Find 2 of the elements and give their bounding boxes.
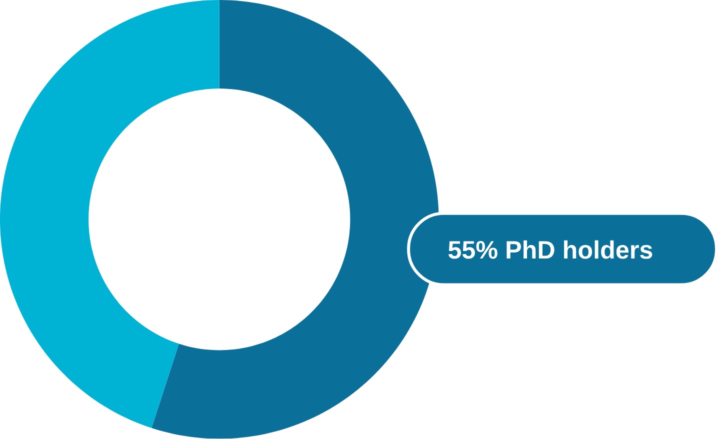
slice-label: PhD holders [506,240,652,259]
data-label: 55% [448,241,498,259]
